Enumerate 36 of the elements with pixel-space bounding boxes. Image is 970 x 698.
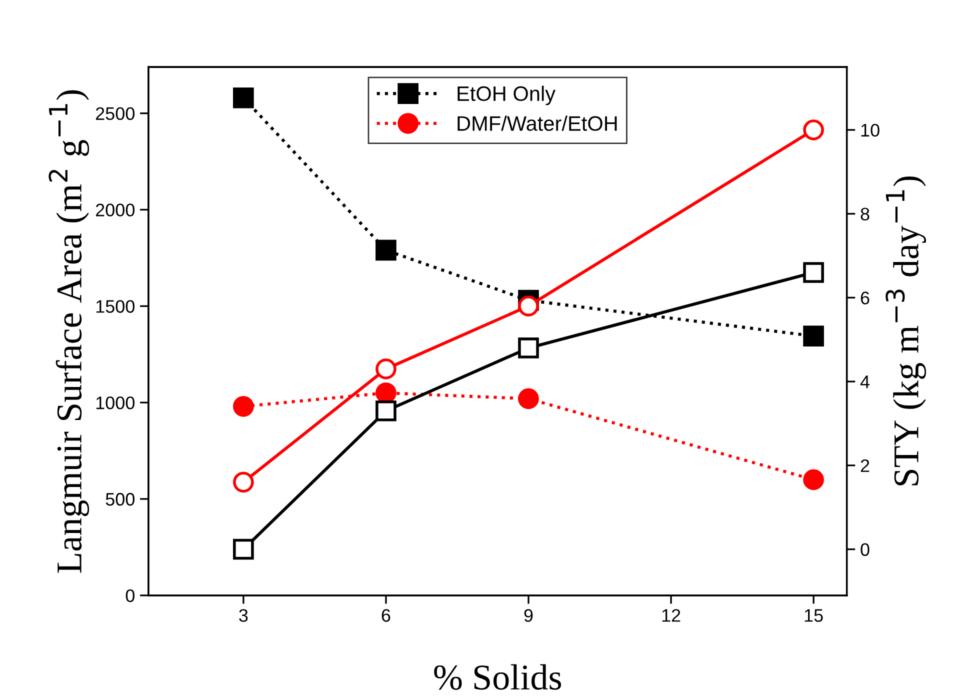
- point: [233, 87, 254, 108]
- point: [376, 400, 396, 422]
- point: [376, 240, 396, 261]
- point: [518, 388, 539, 410]
- point: [803, 119, 824, 140]
- y-tick-label: 0: [126, 589, 135, 602]
- x-tick-label: 12: [662, 609, 680, 622]
- y2-tick-label: 4: [860, 376, 870, 388]
- point: [803, 326, 824, 346]
- x-tick-label: 3: [239, 609, 248, 622]
- point: [803, 262, 824, 283]
- point: [518, 296, 539, 316]
- y-axis-title: Langmuir Surface Area (m$^{2}$ g$^{−1}$): [48, 90, 90, 573]
- x-tick-label: 9: [524, 609, 533, 622]
- y2-tick-label: 8: [860, 208, 870, 220]
- legend-label: EtOH Only: [458, 86, 556, 106]
- point: [233, 396, 254, 417]
- y-tick-label: 2000: [96, 204, 135, 216]
- point: [376, 358, 396, 380]
- y2-axis-title: STY (kg m$^{−3}$ day$^{−1}$): [886, 176, 926, 486]
- y-tick-label: 1000: [96, 396, 135, 410]
- x-tick-label: 15: [804, 609, 823, 622]
- y2-tick-label: 6: [860, 292, 870, 304]
- point: [233, 538, 254, 560]
- point: [518, 338, 539, 358]
- y-tick-label: 500: [106, 492, 135, 506]
- y-tick-label: 1500: [96, 300, 135, 313]
- y2-tick-label: 2: [860, 459, 870, 472]
- y-tick-label: 2500: [96, 107, 135, 120]
- point: [803, 469, 824, 490]
- y2-tick-label: 10: [861, 124, 880, 137]
- y2-tick-label: 0: [860, 543, 870, 556]
- x-axis-title: % Solids: [434, 664, 562, 690]
- x-tick-label: 6: [382, 609, 390, 622]
- legend-label: DMF/Water/EtOH: [458, 116, 617, 131]
- point: [233, 472, 254, 493]
